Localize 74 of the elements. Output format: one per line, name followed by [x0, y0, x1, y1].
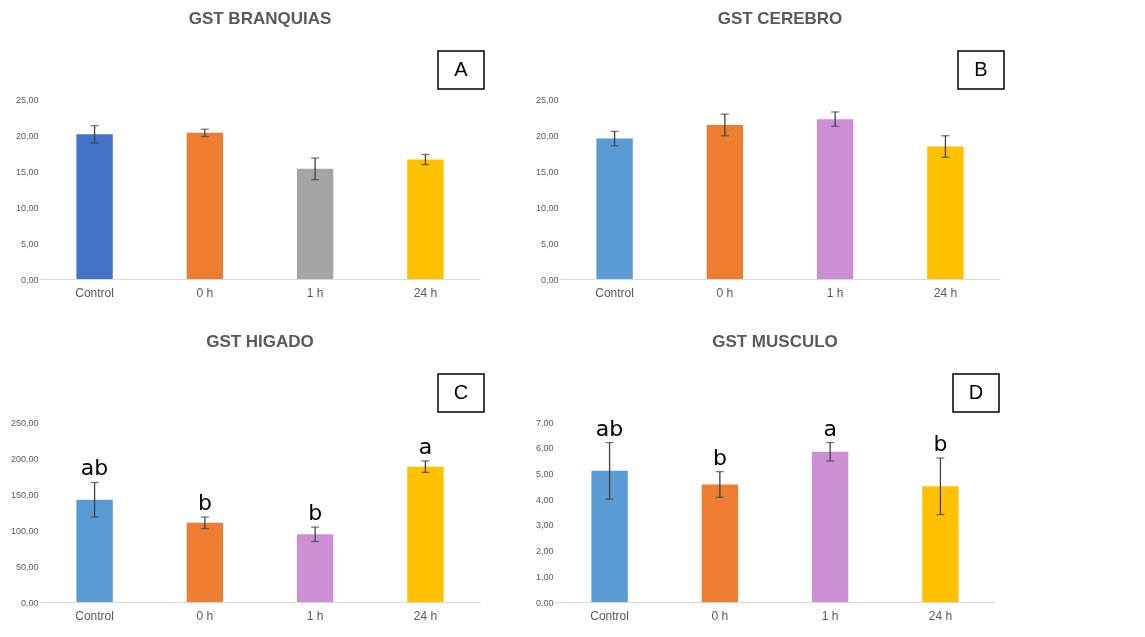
y-tick-label: 7,00 — [535, 417, 554, 428]
chart-title: GST HIGADO — [206, 332, 314, 352]
x-tick-label: 24 h — [413, 608, 438, 623]
bar — [296, 168, 334, 279]
y-tick-label: 15,00 — [535, 166, 559, 177]
x-tick-label: 1 h — [306, 285, 324, 300]
bar — [186, 132, 224, 279]
y-tick-label: 50,00 — [15, 561, 39, 572]
bar — [407, 159, 444, 279]
bar — [811, 451, 849, 602]
y-tick-label: 150,00 — [10, 489, 39, 500]
chart-title: GST MUSCULO — [712, 332, 838, 352]
bar — [296, 534, 334, 602]
bar — [596, 138, 633, 279]
text: C — [453, 381, 469, 403]
x-tick-label: 24 h — [928, 608, 953, 623]
y-tick-label: 10,00 — [535, 202, 559, 213]
y-tick-label: 20,00 — [15, 130, 39, 141]
y-tick-label: 20,00 — [535, 130, 559, 141]
x-tick-label: 0 h — [196, 608, 214, 623]
bar — [186, 522, 224, 602]
x-tick-label: Control — [595, 285, 634, 300]
x-tick-label: Control — [590, 608, 629, 623]
annotation: b — [933, 431, 948, 456]
x-tick-label: 1 h — [826, 285, 844, 300]
x-tick-label: 0 h — [196, 285, 214, 300]
y-tick-label: 5,00 — [535, 468, 554, 479]
bar — [816, 119, 854, 279]
annotation: b — [308, 500, 323, 526]
annotation: a — [823, 415, 837, 441]
annotation: b — [197, 490, 212, 516]
y-tick-label: 5,00 — [540, 238, 559, 249]
x-tick-label: 0 h — [711, 608, 729, 623]
bar — [591, 470, 628, 602]
x-tick-label: 1 h — [306, 608, 324, 623]
chart-title: GST CEREBRO — [717, 9, 843, 29]
y-tick-label: 100,00 — [10, 525, 39, 536]
bar — [76, 499, 113, 602]
y-tick-label: 200,00 — [10, 453, 39, 464]
annotation: b — [712, 444, 727, 470]
annotation: a — [418, 433, 433, 459]
y-tick-label: 25,00 — [535, 94, 559, 105]
bar — [701, 484, 739, 602]
y-tick-label: 0,00 — [20, 274, 39, 285]
bar — [706, 124, 744, 279]
y-tick-label: 25,00 — [15, 94, 39, 105]
y-tick-label: 5,00 — [20, 238, 39, 249]
y-tick-label: 3,00 — [535, 520, 554, 531]
y-tick-label: 15,00 — [15, 166, 39, 177]
bar — [76, 134, 113, 279]
bar — [927, 146, 964, 279]
x-tick-label: 24 h — [413, 285, 438, 300]
y-tick-label: 1,00 — [535, 571, 554, 582]
y-tick-label: 10,00 — [15, 202, 39, 213]
text: B — [974, 58, 988, 80]
x-tick-label: Control — [75, 608, 114, 623]
y-tick-label: 2,00 — [535, 546, 554, 557]
y-tick-label: 0,00 — [535, 597, 554, 608]
x-tick-label: 0 h — [716, 285, 734, 300]
y-tick-label: 250,00 — [10, 417, 39, 428]
bar — [922, 486, 959, 602]
x-tick-label: Control — [75, 285, 114, 300]
x-tick-label: 24 h — [933, 285, 958, 300]
y-tick-label: 4,00 — [535, 494, 554, 505]
text: A — [454, 58, 469, 80]
text: D — [968, 381, 984, 403]
x-tick-label: 1 h — [821, 608, 839, 623]
y-tick-label: 0,00 — [20, 597, 39, 608]
y-tick-label: 6,00 — [535, 443, 554, 454]
annotation: ab — [595, 415, 624, 441]
chart-title: GST BRANQUIAS — [188, 9, 332, 29]
y-tick-label: 0,00 — [540, 274, 559, 285]
bar — [407, 466, 444, 602]
annotation: ab — [80, 455, 109, 481]
